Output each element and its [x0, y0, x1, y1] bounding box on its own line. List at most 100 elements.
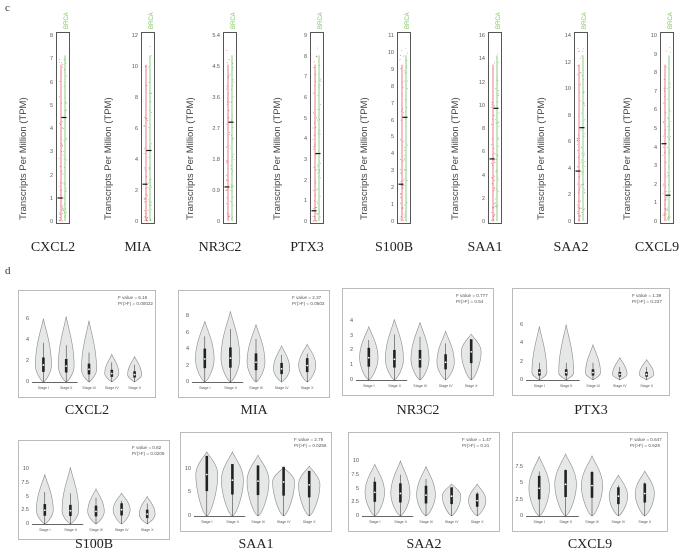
tumor-point — [577, 206, 579, 208]
normal-point — [232, 79, 234, 81]
y-tick-label: 6 — [481, 149, 485, 156]
stage-label: Stage II — [559, 520, 572, 524]
y-tick-label: 3 — [49, 149, 53, 156]
tumor-point — [315, 80, 317, 82]
p-value: Pr(>F) = 0.21 — [462, 442, 490, 448]
y-tick-label: 6 — [303, 95, 307, 101]
normal-point — [406, 60, 408, 62]
tumor-point — [403, 219, 405, 221]
normal-point — [404, 215, 406, 217]
median-dot — [645, 373, 648, 376]
normal-point — [317, 109, 319, 111]
y-tick-label: 12 — [478, 79, 485, 86]
stage-label: Stage III — [82, 386, 96, 390]
normal-point — [583, 135, 585, 137]
stage-label: Stage III — [89, 528, 103, 532]
tumor-point — [401, 50, 403, 52]
tumor-point — [402, 187, 404, 189]
tumor-point — [313, 148, 314, 150]
normal-point — [667, 126, 669, 128]
y-tick-label: 6 — [185, 329, 189, 336]
normal-point — [404, 204, 406, 206]
tumor-point — [400, 180, 402, 182]
median-dot — [373, 491, 376, 494]
y-tick-label: 10 — [22, 466, 29, 472]
tumor-point — [147, 120, 149, 122]
tumor-point — [315, 154, 317, 156]
tpm-strip-mia — [141, 32, 155, 224]
y-tick-label: 6 — [49, 79, 53, 86]
tumor-point — [663, 87, 665, 89]
normal-point — [66, 75, 67, 77]
y-tick-label: 2 — [567, 192, 571, 199]
normal-point — [403, 169, 405, 171]
normal-point — [405, 47, 407, 49]
gene-label-saa1: SAA1 — [238, 537, 274, 552]
normal-point — [319, 79, 321, 81]
tumor-point — [580, 186, 582, 188]
median-dot — [65, 365, 68, 368]
tumor-point — [402, 112, 404, 114]
tumor-point — [400, 119, 402, 121]
median-dot — [229, 357, 232, 360]
y-tick-label: 9 — [653, 51, 657, 58]
stats-annotation: F value = 1.47 Pr(>F) = 0.21 — [462, 437, 491, 448]
tumor-point — [662, 154, 664, 156]
normal-point — [63, 150, 65, 152]
normal-point — [63, 85, 65, 87]
y-tick-label: 1 — [390, 202, 394, 209]
tumor-point — [402, 185, 404, 186]
normal-point — [63, 197, 65, 199]
y-tick-label: 0 — [349, 377, 353, 383]
normal-point — [320, 177, 322, 179]
tumor-point — [312, 189, 314, 191]
normal-point — [583, 92, 585, 94]
tumor-point — [579, 57, 581, 59]
normal-point — [148, 188, 150, 190]
normal-point — [495, 170, 497, 172]
median-dot — [95, 510, 97, 513]
tumor-point — [315, 189, 317, 191]
normal-point — [150, 112, 152, 114]
normal-point — [403, 217, 405, 219]
median-dot — [393, 358, 396, 361]
normal-point — [63, 203, 65, 205]
normal-point — [63, 59, 65, 61]
tumor-point — [144, 201, 146, 203]
tumor-point — [144, 147, 146, 149]
tumor-point — [58, 122, 60, 124]
median-dot — [231, 479, 234, 482]
normal-point — [230, 165, 232, 166]
median-dot — [133, 373, 136, 376]
normal-point — [150, 219, 152, 221]
tumor-point — [59, 194, 61, 196]
tumor-point — [577, 134, 579, 136]
normal-point — [407, 88, 409, 90]
y-tick-label: 8 — [185, 313, 189, 320]
y-tick-label: 2.5 — [515, 496, 523, 503]
tumor-point — [663, 213, 665, 215]
tumor-point — [143, 219, 145, 221]
normal-point — [319, 130, 321, 132]
y-tick-label: 10 — [650, 33, 657, 39]
median-dot — [43, 509, 46, 512]
tumor-point — [62, 213, 64, 215]
normal-point — [233, 158, 235, 160]
tumor-point — [226, 50, 228, 52]
tumor-point — [493, 207, 495, 209]
y-tick-label: 0 — [134, 219, 138, 225]
tumor-point — [493, 214, 495, 216]
tumor-point — [226, 160, 228, 162]
y-tick-label: 1 — [349, 362, 353, 369]
median-dot — [203, 358, 206, 360]
tumor-point — [312, 220, 314, 222]
normal-point — [229, 73, 231, 75]
normal-point — [232, 137, 234, 139]
tumor-point — [578, 50, 580, 52]
normal-point — [319, 65, 321, 67]
tumor-point — [400, 193, 402, 195]
y-tick-label: 10 — [387, 49, 394, 56]
normal-point — [62, 210, 64, 212]
y-tick-label: 10 — [352, 458, 359, 464]
normal-point — [580, 129, 582, 131]
